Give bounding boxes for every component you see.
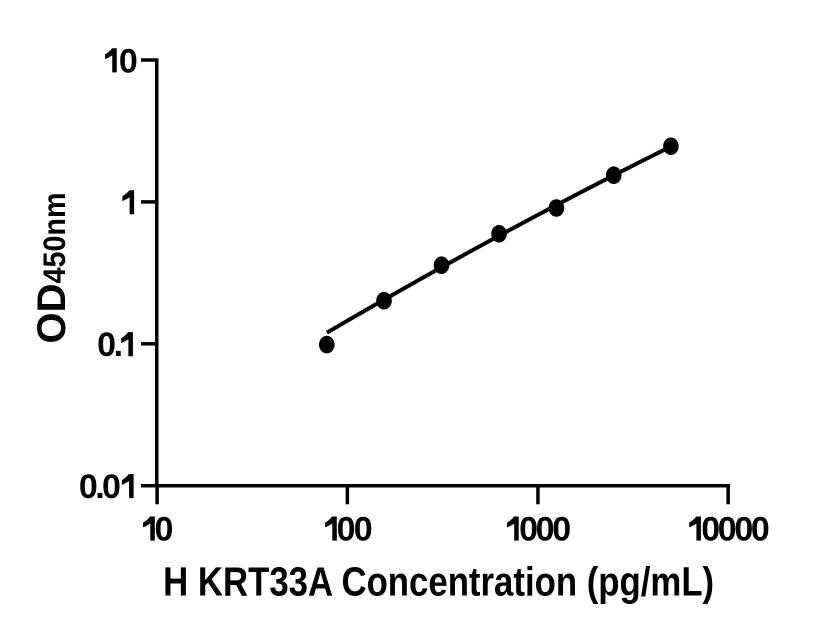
svg-text:00: 00 — [337, 511, 373, 549]
svg-text:0: 0 — [155, 511, 174, 549]
svg-text:0.0: 0.0 — [79, 468, 121, 506]
svg-text:0000: 0000 — [701, 511, 770, 549]
svg-text:H KRT33A Concentration (pg/mL): H KRT33A Concentration (pg/mL) — [163, 558, 714, 604]
svg-text:0: 0 — [119, 42, 138, 80]
svg-text:000: 000 — [519, 511, 571, 549]
svg-text:OD450nm: OD450nm — [30, 193, 74, 344]
svg-text:0.: 0. — [97, 326, 123, 364]
